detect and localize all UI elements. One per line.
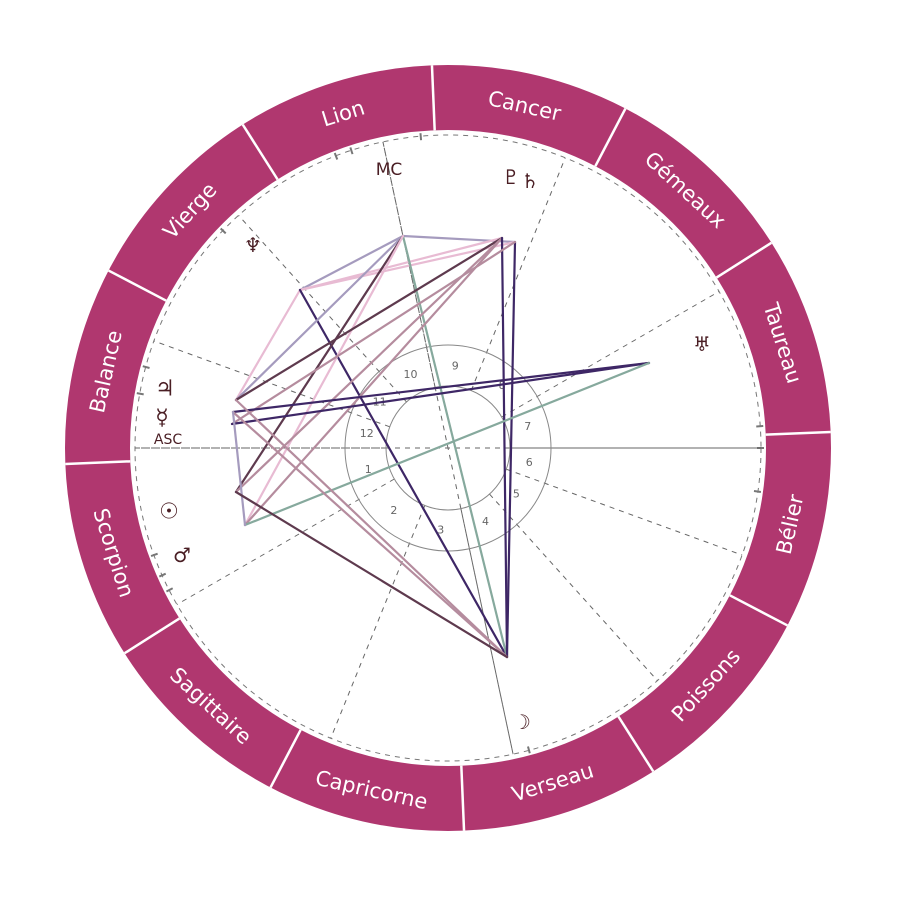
house-number-8: 8 (499, 379, 506, 392)
house-number-7: 7 (524, 420, 531, 433)
neptune-icon: ♆ (244, 233, 262, 257)
aspect-line-neptune-saturn (298, 240, 517, 292)
aspect-lines (230, 234, 651, 659)
house-cusp-11 (238, 215, 407, 403)
aspect-line-sun-moon (234, 490, 509, 659)
sign-divider (729, 594, 788, 627)
mars-icon: ♂ (173, 543, 191, 567)
house-number-4: 4 (482, 515, 489, 528)
house-cusp-8 (501, 291, 720, 418)
degree-tick (349, 147, 354, 155)
aspect-line-mc-sun (234, 234, 405, 494)
house-cusp-lines (135, 141, 761, 755)
angle-labels: ASC MC (154, 160, 402, 448)
zodiac-ring-band (65, 65, 831, 831)
aspect-line-neptune-mc (298, 234, 405, 292)
degree-tick (165, 587, 174, 593)
uranus-icon: ♅ (693, 332, 711, 356)
house-cusp-12 (153, 340, 390, 428)
degree-tick (753, 490, 762, 493)
house-number-12: 12 (360, 427, 374, 440)
sign-divider (269, 729, 302, 788)
sign-divider (594, 108, 627, 167)
aspect-line-neptune-pluto (298, 236, 504, 292)
degree-tick (419, 133, 423, 141)
house-number-6: 6 (526, 456, 533, 469)
mercury-icon: ☿ (155, 406, 169, 431)
house-number-10: 10 (404, 368, 418, 381)
pluto-icon: ♇ (502, 165, 520, 189)
sign-divider (715, 241, 773, 279)
aspect-line-pluto-moon (500, 236, 509, 659)
house-number-3: 3 (437, 524, 444, 537)
house-number-5: 5 (513, 488, 520, 501)
aspect-line-pluto-sun (234, 236, 504, 494)
house-cusp-5 (489, 493, 658, 681)
aspect-line-uranus-asc (230, 361, 651, 426)
house-number-1: 1 (365, 463, 372, 476)
mc-ic-axis (382, 141, 514, 755)
aspect-line-neptune-moon (298, 288, 509, 659)
sign-divider (765, 430, 831, 436)
zodiac-ring: LionViergeBalanceScorpionSagittaireCapri… (65, 65, 831, 831)
sign-divider (108, 269, 167, 302)
aspect-line-pluto-mars (243, 236, 504, 527)
aspect-line-saturn-moon (505, 240, 517, 659)
degree-tick (527, 746, 531, 754)
jupiter-icon: ♃ (155, 377, 175, 402)
house-cusp-9 (470, 157, 566, 391)
aspect-line-uranus-mercury (231, 361, 651, 414)
house-number-2: 2 (390, 504, 397, 517)
aspect-line-mc-jupiter (234, 234, 405, 402)
aspect-line-pluto-jupiter (234, 236, 504, 402)
saturn-icon: ♄ (521, 169, 539, 193)
moon-icon: ☽ (513, 710, 531, 734)
house-cusp-4 (460, 508, 514, 755)
sign-divider (123, 617, 181, 655)
aspect-line-uranus-mars (243, 361, 651, 527)
degree-tick (333, 152, 339, 160)
degree-tick (142, 365, 150, 369)
ascendant-label: ASC (154, 432, 182, 448)
aspect-line-mercury-mars (231, 410, 247, 527)
sign-divider (241, 123, 279, 181)
aspect-line-mc-mars (243, 234, 405, 527)
house-cusp-6 (506, 468, 743, 556)
degree-tick (158, 572, 167, 578)
sign-divider (460, 765, 466, 831)
aspect-line-saturn-asc (230, 240, 517, 426)
sun-icon: ☉ (159, 500, 179, 525)
sign-divider (617, 715, 655, 773)
sign-divider (430, 65, 436, 131)
planet-glyphs: ♇ ♄ ♆ ♅ ♃ ☿ ☉ ♂ ☽ (155, 165, 711, 734)
house-cusp-10 (382, 141, 436, 388)
dashed-degree-ring (134, 133, 764, 762)
house-cusp-2 (176, 478, 395, 605)
degree-tick (219, 227, 227, 235)
aspect-line-mc-moon (401, 234, 509, 659)
house-cusp-3 (330, 505, 426, 739)
aspect-line-jupiter-moon (234, 398, 509, 659)
degree-tick (150, 552, 158, 558)
midheaven-label: MC (376, 160, 403, 180)
degree-tick (136, 392, 144, 396)
aspect-line-mercury-moon (231, 410, 509, 659)
house-number-9: 9 (452, 359, 459, 372)
sign-divider (65, 460, 131, 466)
aspect-line-neptune-jupiter (234, 288, 302, 402)
